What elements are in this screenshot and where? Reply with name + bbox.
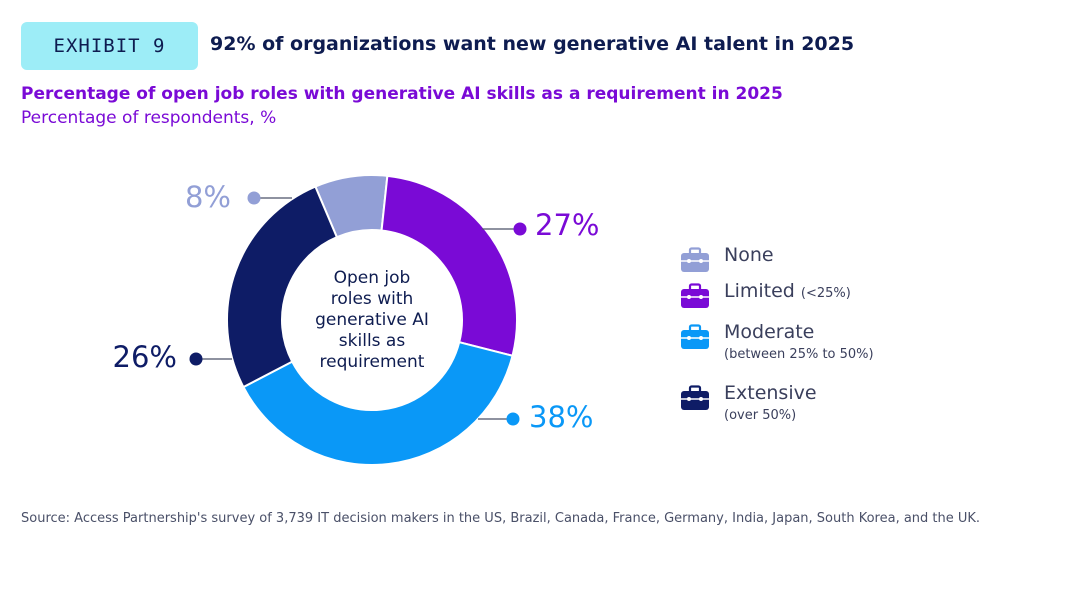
exhibit-label: EXHIBIT 9 [53,35,166,57]
briefcase-icon [681,385,709,410]
exhibit-badge: EXHIBIT 9 [21,22,198,70]
briefcase-icon [681,283,709,308]
value-label-moderate: 38% [529,400,593,434]
center-label-line: Open job [334,268,411,288]
donut-slice-extensive [226,185,339,389]
legend-label: Limited (<25%) [724,280,851,302]
legend-label: None [724,244,774,266]
chart-subtitle: Percentage of open job roles with genera… [21,84,783,104]
legend-note: (over 50%) [724,408,797,423]
leader-dot [247,191,261,205]
unit-label: Percentage of respondents, % [21,108,277,128]
leader-dot [513,222,527,236]
value-label-limited: 27% [535,208,599,242]
legend-note: (<25%) [800,286,851,301]
donut-slice-limited [380,174,518,357]
leader-dot [506,412,520,426]
briefcase-icon [681,324,709,349]
briefcase-icon [681,247,709,272]
center-label-line: skills as [339,331,406,351]
legend-note: (between 25% to 50%) [724,347,874,362]
legend-label: Extensive [724,382,817,404]
center-label-line: requirement [320,352,425,372]
chart-title: 92% of organizations want new generative… [210,33,855,55]
center-label-line: generative AI [315,310,429,330]
value-label-none: 8% [185,180,231,214]
value-label-extensive: 26% [113,340,177,374]
source-note: Source: Access Partnership's survey of 3… [21,511,981,526]
leader-dot [189,352,203,366]
donut-slice-moderate [242,340,514,466]
center-label-line: roles with [331,289,414,309]
legend-label: Moderate [724,321,815,343]
